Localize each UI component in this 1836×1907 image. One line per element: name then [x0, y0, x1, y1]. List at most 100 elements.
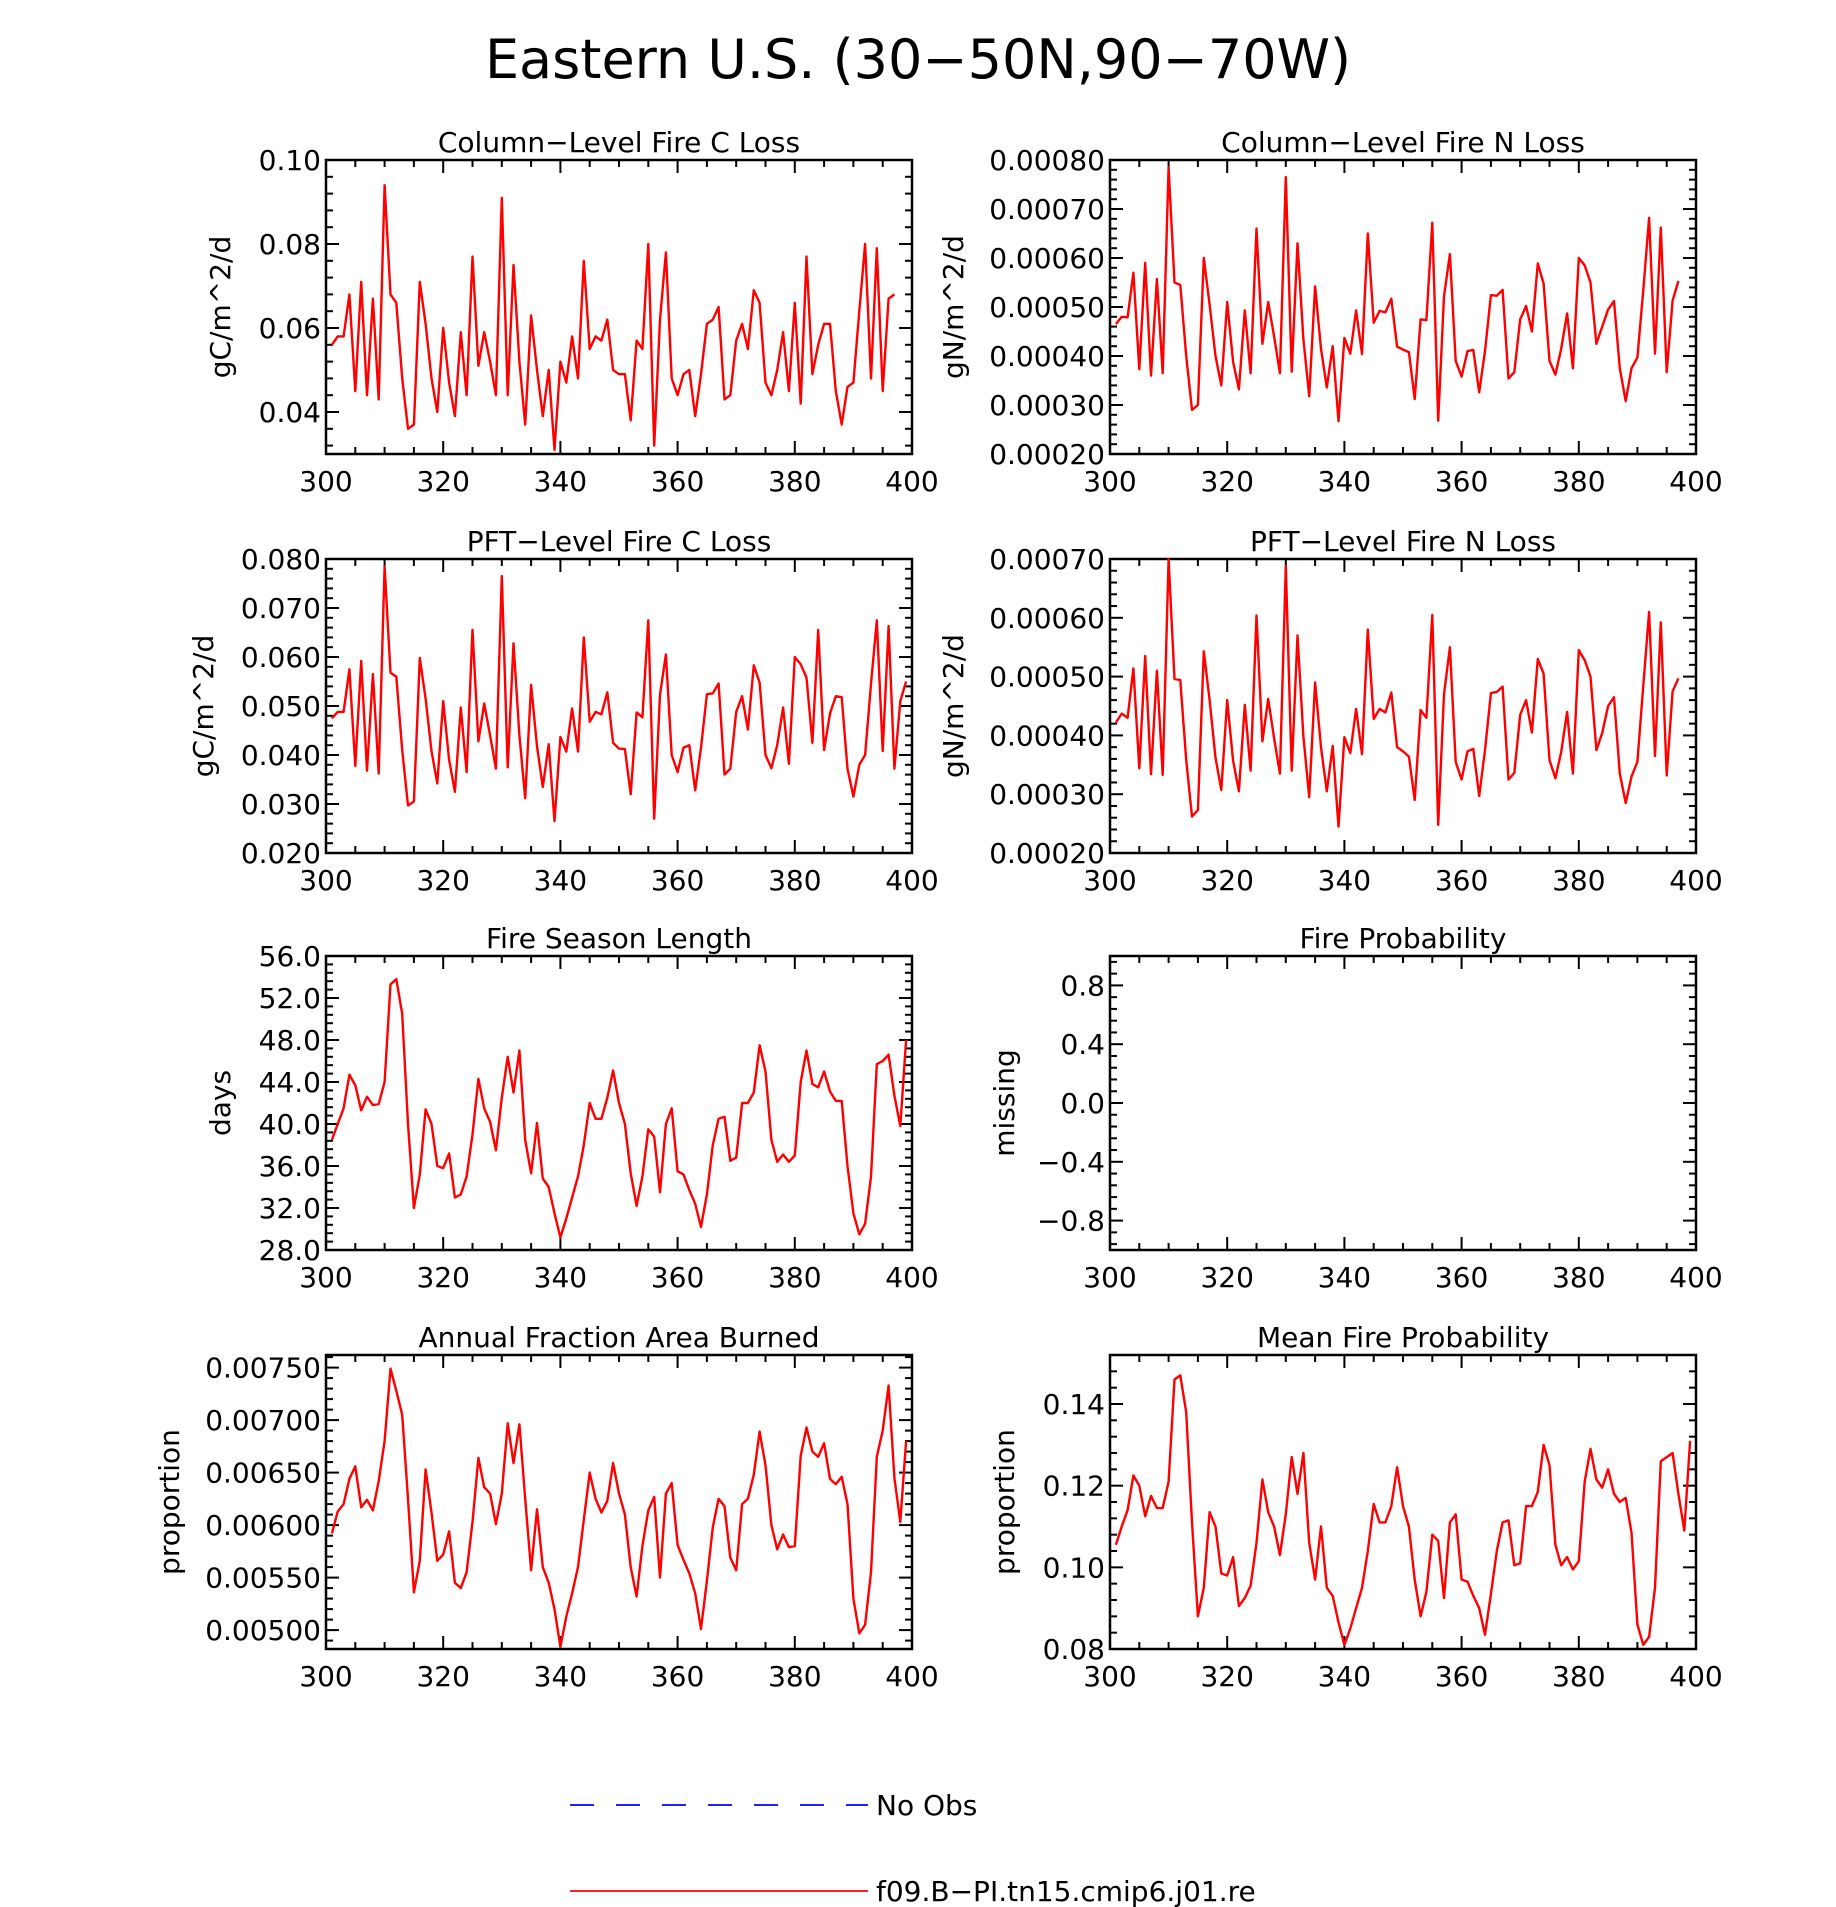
y-tick-label: 0.00020 — [989, 438, 1105, 471]
x-tick-label: 400 — [885, 1660, 938, 1693]
y-tick-label: −0.8 — [1037, 1205, 1105, 1238]
chart-panels: Column−Level Fire C Loss 300 320 340 360 380 4… — [153, 126, 1723, 1693]
x-tick-label: 320 — [1200, 864, 1253, 897]
x-tick-label: 320 — [1200, 1660, 1253, 1693]
chart-panel-5: Fire Season Length 300 320 340 360 380 400 28.0… — [204, 922, 939, 1294]
x-tick-label: 400 — [1669, 1660, 1722, 1693]
x-tick-label: 300 — [299, 465, 352, 498]
y-tick-label: 52.0 — [259, 982, 321, 1015]
y-axis-label: days — [204, 1070, 237, 1136]
panel-title: PFT−Level Fire C Loss — [467, 525, 772, 558]
x-tick-label: 300 — [1083, 864, 1136, 897]
x-tick-label: 360 — [651, 1261, 704, 1294]
chart-panel-7: Annual Fraction Area Burned 300 320 340 360 3… — [153, 1321, 939, 1693]
y-tick-label: 0.4 — [1060, 1028, 1105, 1061]
x-tick-label: 300 — [299, 1261, 352, 1294]
x-tick-label: 320 — [416, 1660, 469, 1693]
y-tick-label: 0.08 — [259, 228, 321, 261]
y-tick-label: 0.00750 — [205, 1352, 321, 1385]
y-tick-label: 0.0 — [1060, 1087, 1105, 1120]
y-tick-label: 0.00070 — [989, 193, 1105, 226]
x-tick-label: 360 — [1435, 1660, 1488, 1693]
x-tick-label: 300 — [299, 1660, 352, 1693]
plot-frame — [324, 1353, 914, 1651]
y-tick-label: 0.00700 — [205, 1404, 321, 1437]
panel-title: PFT−Level Fire N Loss — [1250, 525, 1556, 558]
y-axis-label: gN/m^2/d — [937, 634, 970, 778]
y-tick-label: 40.0 — [259, 1108, 321, 1141]
y-tick-label: 0.00080 — [989, 144, 1105, 177]
x-tick-label: 340 — [1318, 864, 1371, 897]
y-tick-label: 0.00030 — [989, 389, 1105, 422]
y-tick-label: 0.12 — [1043, 1470, 1105, 1503]
x-tick-label: 400 — [1669, 465, 1722, 498]
y-tick-label: 48.0 — [259, 1024, 321, 1057]
y-tick-label: 0.8 — [1060, 969, 1105, 1002]
y-tick-label: 32.0 — [259, 1192, 321, 1225]
y-axis-label: gN/m^2/d — [937, 235, 970, 379]
panel-title: Column−Level Fire C Loss — [438, 126, 800, 159]
x-tick-label: 380 — [1552, 465, 1605, 498]
series-line — [330, 1367, 908, 1649]
y-axis-label: gC/m^2/d — [187, 635, 220, 778]
legend-no-obs-label: No Obs — [876, 1789, 977, 1822]
y-tick-label: 0.00040 — [989, 340, 1105, 373]
x-tick-label: 300 — [1083, 1261, 1136, 1294]
chart-panel-6: Fire Probability 300 320 340 360 380 400 −0.8 −0… — [988, 922, 1723, 1294]
y-tick-label: 0.10 — [1043, 1551, 1105, 1584]
x-tick-label: 360 — [1435, 1261, 1488, 1294]
panel-title: Fire Probability — [1300, 922, 1507, 955]
y-tick-label: 0.040 — [241, 739, 321, 772]
x-tick-label: 300 — [1083, 465, 1136, 498]
y-tick-label: 0.00500 — [205, 1614, 321, 1647]
y-tick-label: 0.00020 — [989, 837, 1105, 870]
panel-title: Mean Fire Probability — [1257, 1321, 1549, 1354]
plot-frame — [1108, 158, 1698, 456]
chart-panel-2: Column−Level Fire N Loss 300 320 340 360 380 4… — [937, 126, 1723, 498]
x-tick-label: 360 — [651, 465, 704, 498]
series-line — [331, 565, 908, 823]
x-tick-label: 380 — [768, 1261, 821, 1294]
x-tick-label: 340 — [534, 1261, 587, 1294]
y-axis-label: missing — [988, 1049, 1021, 1157]
y-tick-label: 0.08 — [1043, 1633, 1105, 1666]
y-axis-label: proportion — [153, 1429, 186, 1575]
series-line — [1114, 166, 1680, 423]
y-tick-label: 0.00040 — [989, 719, 1105, 752]
x-tick-label: 340 — [1318, 1660, 1371, 1693]
y-tick-label: 0.030 — [241, 788, 321, 821]
y-axis-label: proportion — [988, 1429, 1021, 1575]
y-tick-label: 0.00070 — [989, 543, 1105, 576]
x-tick-label: 380 — [1552, 1261, 1605, 1294]
y-tick-label: 0.00550 — [205, 1562, 321, 1595]
x-tick-label: 320 — [416, 864, 469, 897]
y-tick-label: 0.00060 — [989, 242, 1105, 275]
chart-panel-4: PFT−Level Fire N Loss 300 320 340 360 380 400 0… — [937, 525, 1723, 897]
y-tick-label: 56.0 — [259, 940, 321, 973]
legend: No Obs f09.B−PI.tn15.cmip6.j01.re — [570, 1789, 1256, 1907]
y-tick-label: 0.14 — [1043, 1388, 1105, 1421]
y-tick-label: 36.0 — [259, 1150, 321, 1183]
x-tick-label: 380 — [768, 864, 821, 897]
y-tick-label: 0.020 — [241, 837, 321, 870]
figure-title: Eastern U.S. (30−50N,90−70W) — [485, 28, 1351, 91]
plot-frame — [1108, 954, 1698, 1252]
x-tick-label: 300 — [299, 864, 352, 897]
x-tick-label: 380 — [768, 1660, 821, 1693]
legend-model-label: f09.B−PI.tn15.cmip6.j01.re — [876, 1875, 1256, 1907]
y-axis-label: gC/m^2/d — [204, 236, 237, 379]
y-tick-label: −0.4 — [1037, 1146, 1105, 1179]
x-tick-label: 340 — [1318, 465, 1371, 498]
x-tick-label: 300 — [1083, 1660, 1136, 1693]
x-tick-label: 360 — [651, 1660, 704, 1693]
y-tick-label: 0.00060 — [989, 602, 1105, 635]
y-tick-label: 0.00050 — [989, 661, 1105, 694]
x-tick-label: 320 — [416, 465, 469, 498]
x-tick-label: 380 — [1552, 1660, 1605, 1693]
panel-title: Annual Fraction Area Burned — [419, 1321, 820, 1354]
series-line — [1114, 557, 1680, 828]
y-tick-label: 0.10 — [259, 144, 321, 177]
x-tick-label: 400 — [885, 465, 938, 498]
y-tick-label: 0.050 — [241, 690, 321, 723]
